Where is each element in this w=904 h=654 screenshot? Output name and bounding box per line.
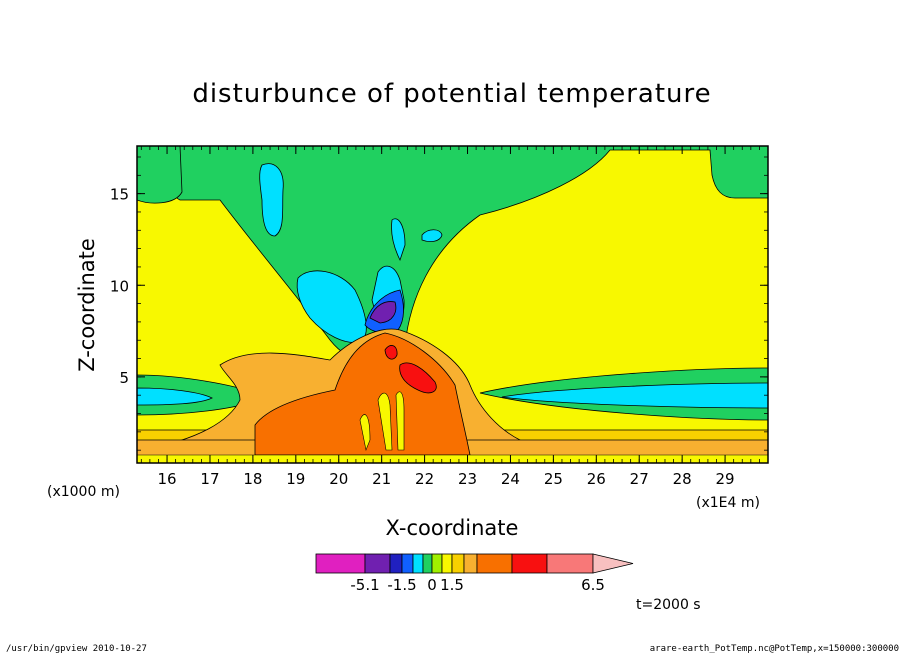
contour-field <box>137 146 768 463</box>
colorbar: -5.1 -1.5 0 1.5 6.5 <box>315 553 634 594</box>
colorbar-segment <box>441 553 453 574</box>
y-axis-label: Z-coordinate <box>75 238 99 372</box>
y-tick-label: 10 <box>110 277 129 295</box>
x-axis-ticks: 16 17 18 19 20 21 22 23 24 25 26 27 28 29 <box>140 146 769 488</box>
x-tick-label: 19 <box>286 470 305 488</box>
plot-frame <box>136 145 769 464</box>
x-tick-label: 24 <box>501 470 520 488</box>
x-tick-label: 17 <box>200 470 219 488</box>
y-tick-label: 15 <box>110 186 129 204</box>
contour-red-core-1 <box>384 345 398 360</box>
contour-cyan-small <box>421 229 443 242</box>
contour-green-top-left <box>137 146 183 204</box>
x-tick-label: 20 <box>329 470 348 488</box>
colorbar-segment <box>431 553 443 574</box>
x-tick-label: 27 <box>630 470 649 488</box>
x-tick-label: 26 <box>587 470 606 488</box>
colorbar-segment <box>476 553 513 574</box>
colorbar-tick-label: -5.1 <box>350 576 379 594</box>
contour-yellow-bottom <box>137 454 768 463</box>
contour-cyan-right-band <box>501 382 768 409</box>
colorbar-tick-label: 0 <box>427 576 437 594</box>
colorbar-segment <box>389 553 403 574</box>
x-tick-label: 21 <box>372 470 391 488</box>
contour-orange-dome <box>254 332 471 456</box>
colorbar-tick-label: 1.5 <box>440 576 464 594</box>
colorbar-tick-label: 6.5 <box>581 576 605 594</box>
time-annotation: t=2000 s <box>636 597 701 613</box>
contour-yellow-streaks <box>359 391 405 452</box>
footer-right: arare-earth_PotTemp.nc@PotTemp,x=150000:… <box>650 644 899 654</box>
y-tick-label: 5 <box>119 369 129 387</box>
y-axis-ticks: 5 10 15 <box>110 156 768 451</box>
contour-cyan-thin <box>391 218 406 262</box>
y-unit-note: (x1000 m) <box>47 484 120 500</box>
contour-cyan-upper <box>259 163 284 237</box>
colorbar-arrow <box>592 553 634 574</box>
plot-area: 16 17 18 19 20 21 22 23 24 25 26 27 28 29 5 10 15 <box>110 145 769 488</box>
colorbar-segment <box>401 553 414 574</box>
colorbar-segment <box>463 553 478 574</box>
colorbar-segment <box>364 553 391 574</box>
x-tick-label: 16 <box>158 470 177 488</box>
x-axis-label: X-coordinate <box>386 516 519 540</box>
x-tick-label: 22 <box>415 470 434 488</box>
colorbar-segment <box>315 553 366 574</box>
colorbar-tick-label: -1.5 <box>387 576 416 594</box>
x-tick-label: 23 <box>458 470 477 488</box>
colorbar-segment <box>451 553 465 574</box>
colorbar-segment <box>412 553 424 574</box>
x-tick-label: 25 <box>544 470 563 488</box>
contour-purple-core <box>369 301 397 324</box>
chart-title: disturbunce of potential temperature <box>192 79 711 109</box>
colorbar-segment <box>422 553 433 574</box>
x-tick-label: 29 <box>716 470 735 488</box>
colorbar-segment <box>546 553 594 574</box>
contour-cyan-left-band <box>137 387 213 406</box>
colorbar-segment <box>511 553 548 574</box>
contour-red-core-2 <box>399 362 437 394</box>
x-tick-label: 28 <box>673 470 692 488</box>
x-tick-label: 18 <box>243 470 262 488</box>
x-unit-note: (x1E4 m) <box>696 495 760 511</box>
footer-left: /usr/bin/gpview 2010-10-27 <box>6 644 147 654</box>
